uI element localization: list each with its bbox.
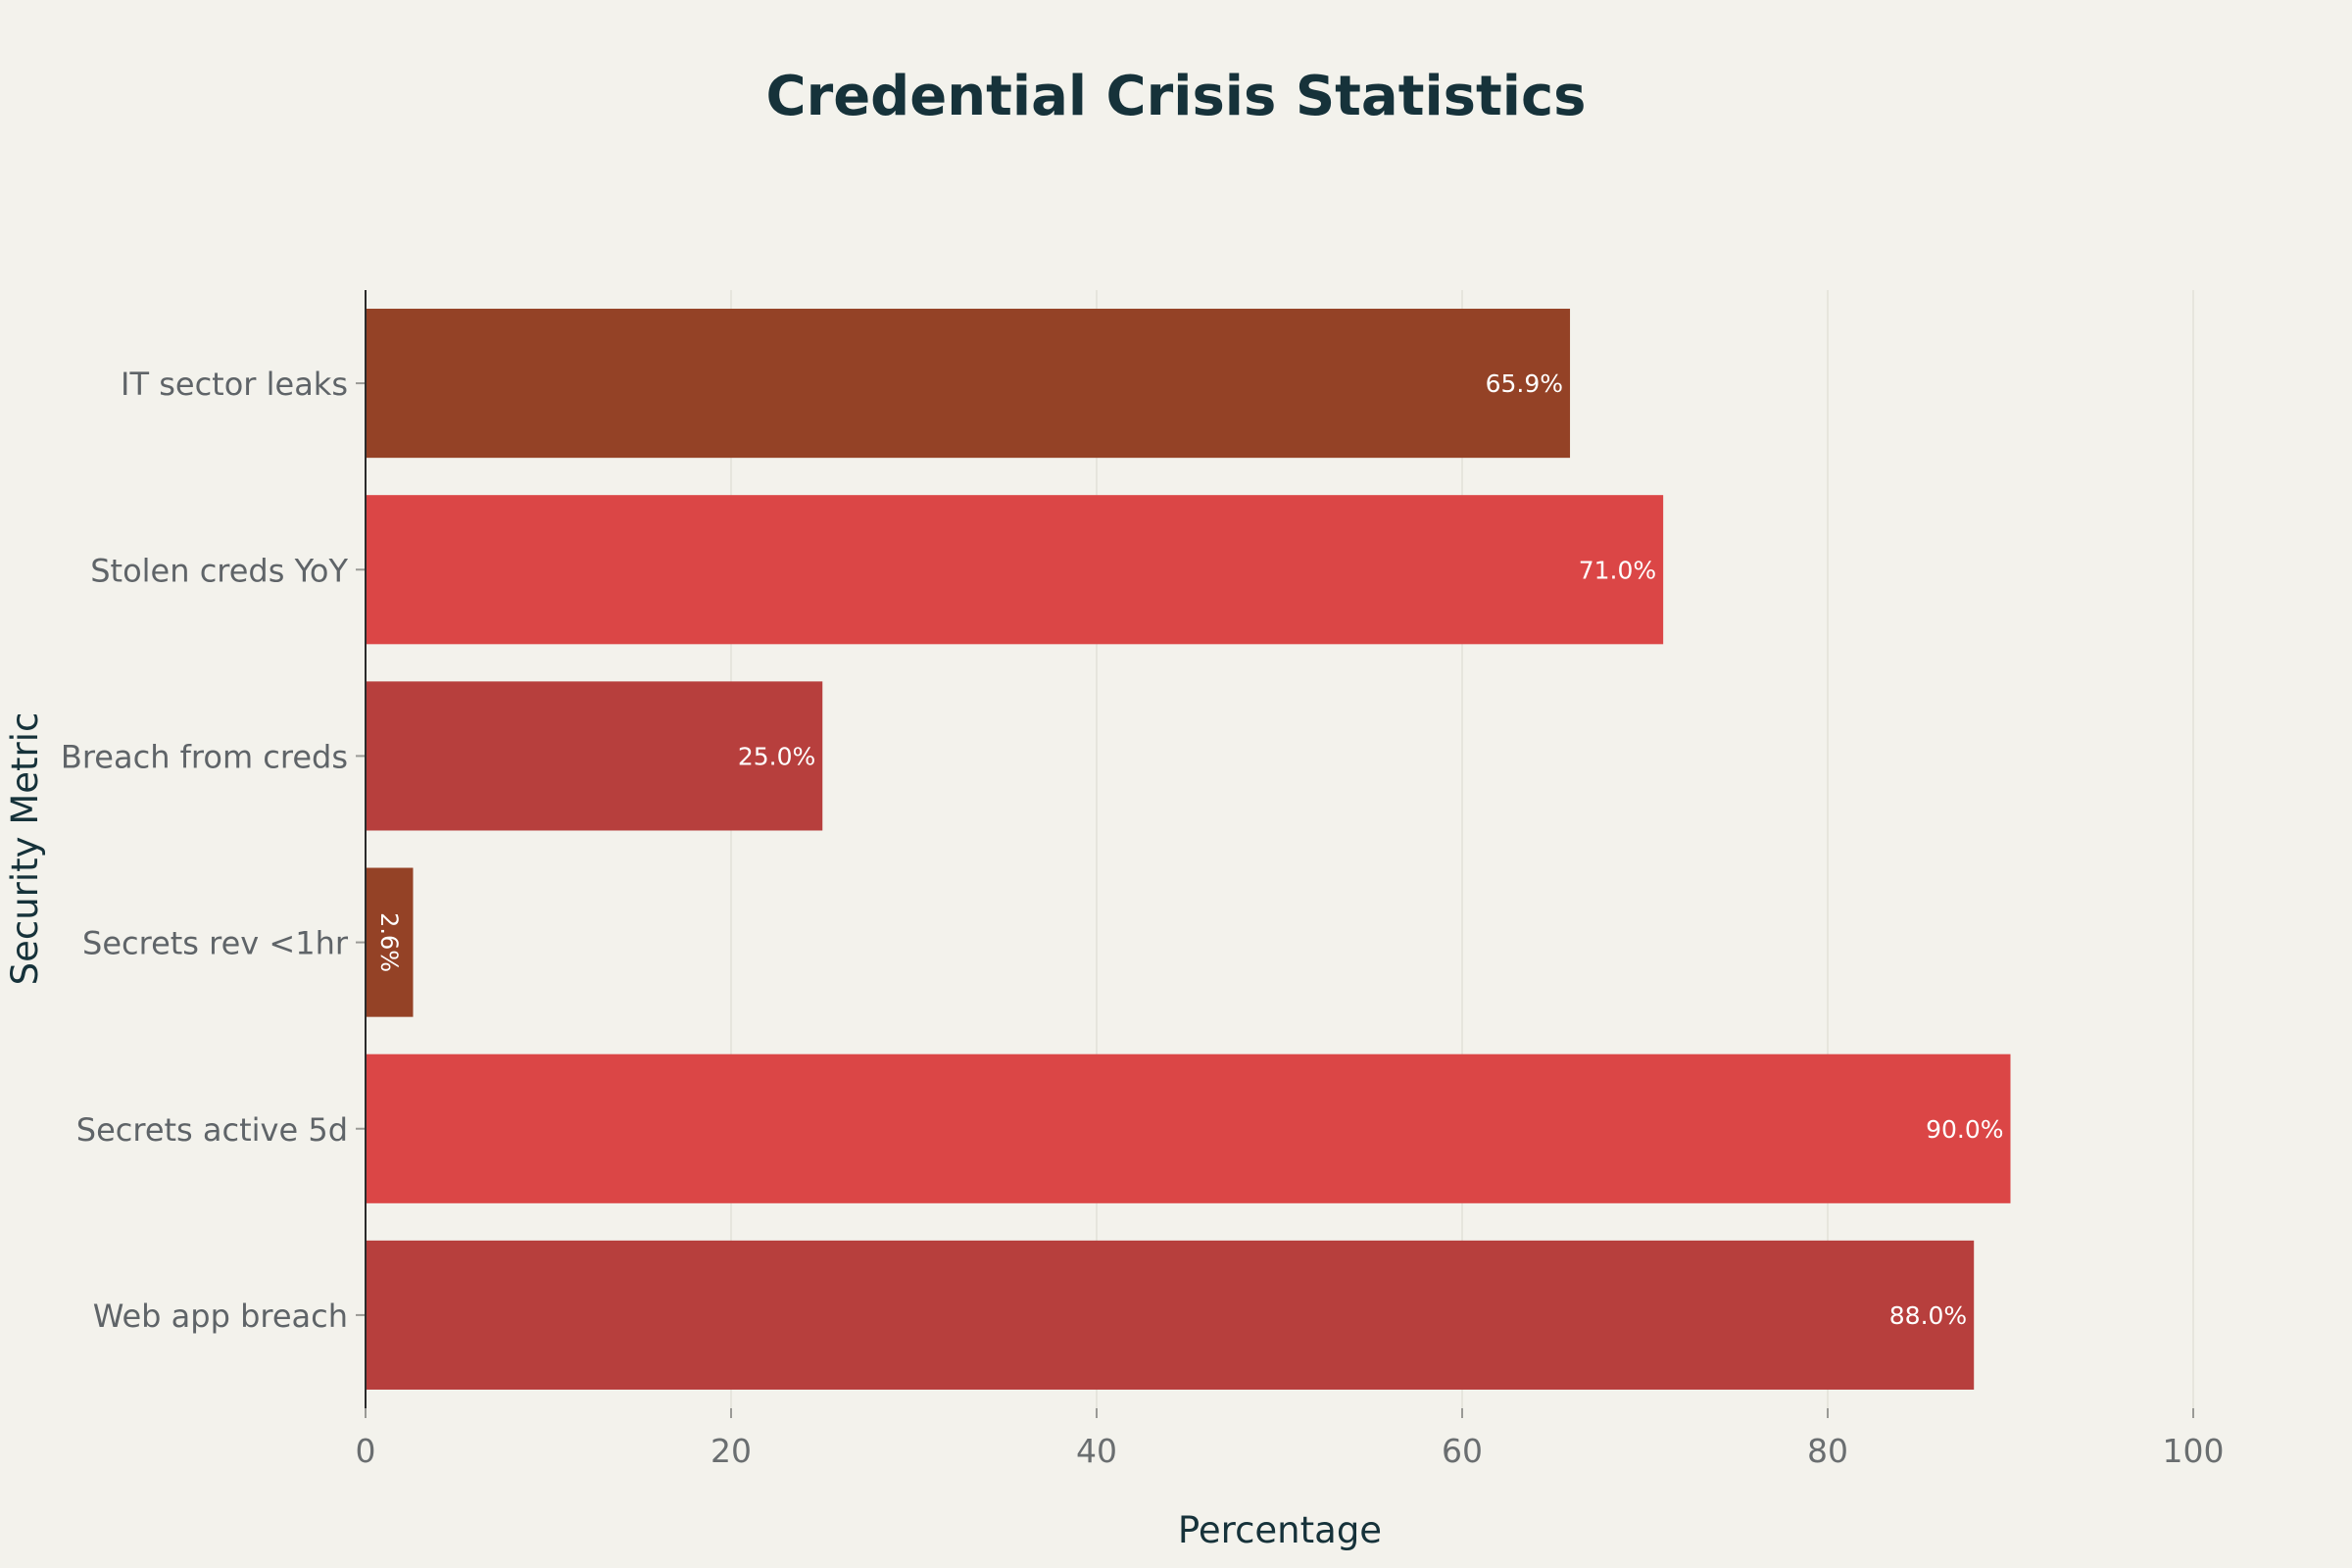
data-label-2: 25.0% [738,742,815,770]
bar-0 [366,309,1571,459]
category-label-4: Secrets active 5d [76,1111,348,1149]
x-tick-label-0: 0 [356,1432,376,1470]
bars: 65.9% 71.0% 25.0% 2.6% 90.0% 88.0% [366,309,2011,1390]
data-label-3: 2.6% [375,912,403,972]
bar-4 [366,1054,2011,1203]
category-label-2: Breach from creds [61,738,348,775]
bar-2 [366,681,823,831]
x-tick-label-5: 100 [2163,1432,2225,1470]
category-label-1: Stolen creds YoY [90,552,348,589]
data-label-1: 71.0% [1579,556,1656,584]
x-tick-label-4: 80 [1807,1432,1848,1470]
x-tick-label-2: 40 [1076,1432,1117,1470]
category-labels: IT sector leaks Stolen creds YoY Breach fr… [61,366,366,1335]
category-label-3: Secrets rev <1hr [82,925,349,962]
chart-title: Credential Crisis Statistics [765,65,1586,128]
data-label-5: 88.0% [1889,1301,1967,1330]
x-tick-label-1: 20 [710,1432,752,1470]
grid-lines [730,290,2194,1408]
bar-5 [366,1240,1975,1390]
x-tick-label-3: 60 [1442,1432,1483,1470]
category-label-0: IT sector leaks [121,366,348,403]
bar-1 [366,495,1664,645]
category-label-5: Web app breach [93,1298,348,1335]
data-label-0: 65.9% [1486,369,1563,398]
y-axis-title: Security Metric [4,712,46,986]
bar-3 [366,867,414,1017]
x-tick-labels: 0 20 40 60 80 100 [356,1408,2225,1470]
data-label-4: 90.0% [1926,1115,2003,1144]
x-axis-title: Percentage [1178,1509,1382,1551]
